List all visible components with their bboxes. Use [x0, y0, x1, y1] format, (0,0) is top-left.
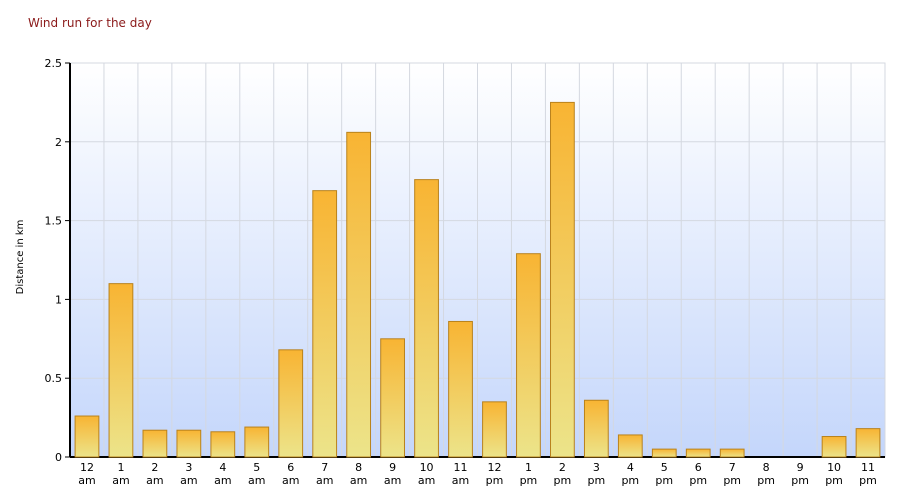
x-tick-label: 3 am [180, 461, 197, 487]
bar [210, 431, 236, 458]
bar [278, 349, 304, 458]
x-tick-label: 12 am [78, 461, 95, 487]
x-tick-label: 3 pm [588, 461, 606, 487]
bar [719, 448, 745, 458]
x-tick-label: 9 pm [791, 461, 809, 487]
y-axis-label: Distance in km [15, 220, 26, 295]
x-tick-label: 8 am [350, 461, 367, 487]
x-tick-label: 6 pm [689, 461, 707, 487]
bar [414, 179, 439, 458]
bar [516, 253, 541, 458]
bar [108, 283, 134, 458]
bar [244, 426, 270, 458]
x-tick-label: 10 am [418, 461, 435, 487]
bar [448, 320, 473, 458]
chart-title: Wind run for the day [28, 16, 152, 30]
x-tick-label: 7 am [316, 461, 333, 487]
y-tick-label: 1.5 [45, 215, 63, 228]
bar [176, 429, 202, 458]
x-tick-label: 1 pm [520, 461, 538, 487]
y-tick-label: 2 [55, 136, 62, 149]
y-tick-label: 0.5 [45, 372, 63, 385]
x-tick-label: 2 pm [554, 461, 572, 487]
bar [821, 436, 847, 458]
x-tick-label: 4 am [214, 461, 231, 487]
x-tick-label: 8 pm [757, 461, 775, 487]
x-tick-label: 9 am [384, 461, 401, 487]
x-tick-label: 5 pm [655, 461, 673, 487]
bar [142, 429, 168, 458]
bar [855, 428, 881, 458]
x-tick-label: 2 am [146, 461, 163, 487]
bar [583, 399, 609, 458]
y-tick-label: 2.5 [45, 57, 63, 70]
x-tick-label: 10 pm [825, 461, 843, 487]
bar [651, 448, 677, 458]
bar [550, 101, 575, 458]
x-tick-label: 11 pm [859, 461, 877, 487]
y-tick-label: 0 [55, 451, 62, 464]
x-tick-label: 5 am [248, 461, 265, 487]
bar [380, 338, 405, 458]
y-tick-label: 1 [55, 293, 62, 306]
bar [617, 434, 643, 458]
x-tick-label: 6 am [282, 461, 299, 487]
bar [346, 131, 372, 458]
bar [74, 415, 100, 458]
x-tick-label: 1 am [112, 461, 129, 487]
x-tick-label: 11 am [452, 461, 469, 487]
bar [482, 401, 507, 458]
x-tick-label: 4 pm [621, 461, 639, 487]
x-tick-label: 12 pm [486, 461, 504, 487]
x-tick-label: 7 pm [723, 461, 741, 487]
bar [312, 190, 338, 458]
bar [685, 448, 711, 458]
